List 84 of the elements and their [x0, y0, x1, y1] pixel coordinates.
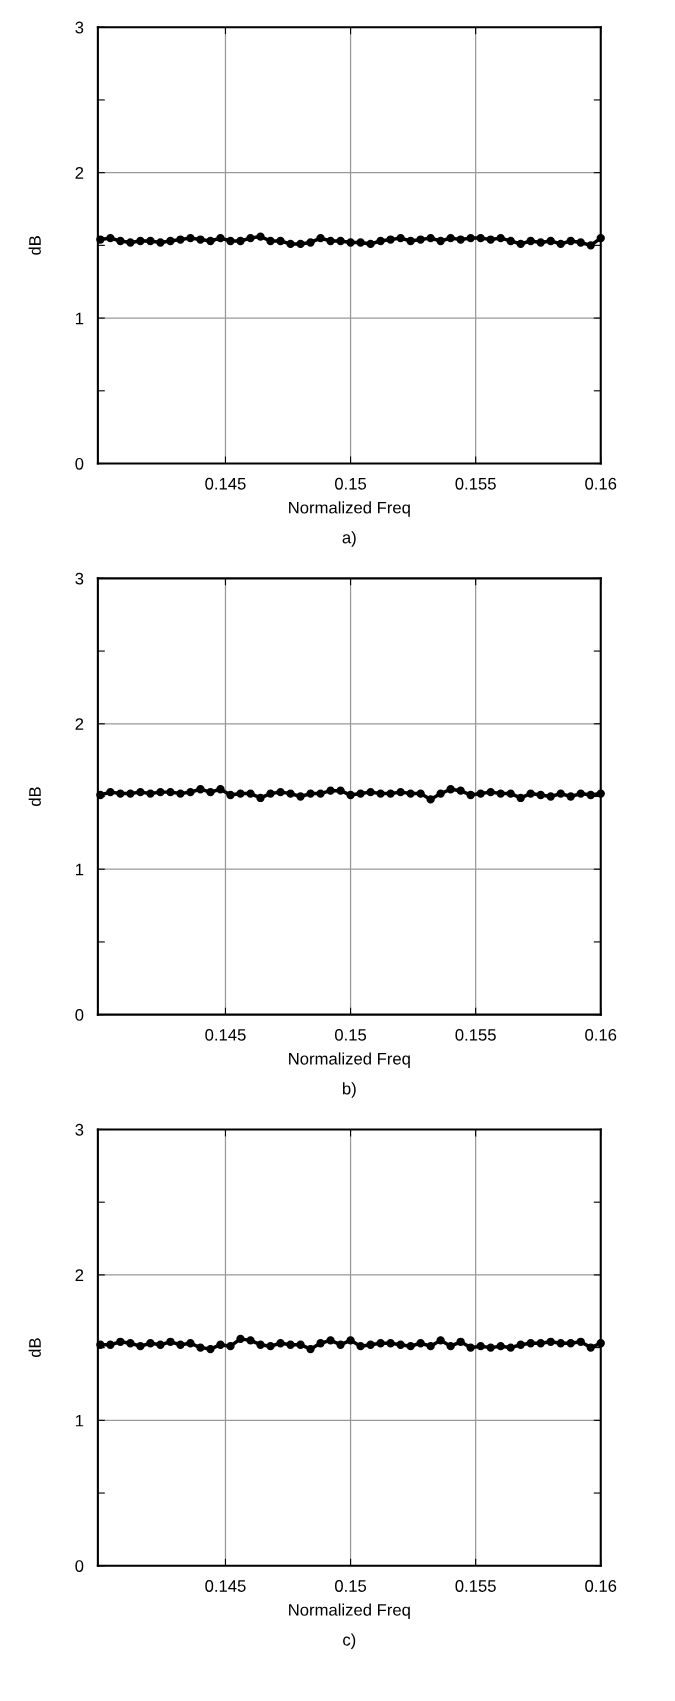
y-tick-label: 3 [75, 1123, 84, 1136]
y-tick-label: 0 [75, 1560, 84, 1572]
point [256, 793, 265, 803]
y-tick-label: 0 [75, 1009, 84, 1021]
point [356, 789, 365, 798]
text: b) [342, 1082, 356, 1098]
point [166, 787, 175, 797]
point [206, 787, 215, 797]
y-axis-title: dB [28, 787, 41, 806]
point [436, 789, 445, 798]
point [506, 789, 515, 798]
point [496, 789, 505, 798]
x-tick-label: 0.145 [205, 477, 246, 490]
point [286, 789, 295, 798]
point [296, 792, 305, 801]
point [416, 789, 425, 798]
point [446, 785, 455, 794]
y-axis-title: dB [28, 236, 41, 255]
x-tick-label: 0.16 [585, 477, 617, 490]
point [146, 789, 155, 798]
y-tick-label: 2 [75, 167, 84, 179]
point [536, 790, 545, 800]
point [386, 789, 395, 798]
point [406, 789, 415, 798]
point [546, 792, 555, 801]
point [476, 789, 485, 798]
x-tick-label: 0.15 [335, 1580, 367, 1592]
point [226, 790, 235, 800]
point [276, 787, 285, 797]
point [516, 793, 525, 803]
point [176, 789, 185, 798]
x-tick-label: 0.16 [585, 1580, 617, 1592]
y-tick-label: 2 [75, 1269, 84, 1281]
y-tick-label: 0 [75, 457, 84, 470]
x-tick-label: 0.15 [335, 477, 367, 490]
text: a) [342, 531, 356, 547]
y-tick-label: 2 [75, 718, 84, 730]
x-tick-label: 0.155 [455, 1028, 496, 1041]
point [196, 785, 205, 794]
point [186, 787, 195, 797]
point [576, 789, 585, 798]
point [326, 786, 335, 795]
point [236, 789, 245, 798]
y-tick-label: 3 [75, 572, 84, 585]
point [426, 795, 435, 804]
point [116, 789, 125, 798]
x-axis-title: Normalized Freq [289, 1052, 410, 1068]
y-tick-label: 3 [75, 21, 84, 34]
x-axis-title: Normalized Freq [289, 1603, 410, 1620]
x-tick-label: 0.155 [455, 477, 496, 490]
x-tick-label: 0.145 [205, 1028, 246, 1041]
point [106, 787, 115, 797]
point [156, 787, 165, 797]
point [346, 790, 355, 800]
point [126, 789, 135, 798]
point [486, 787, 495, 797]
point [376, 789, 385, 798]
y-axis-title: dB [28, 1338, 41, 1358]
point [316, 789, 325, 798]
x-tick-label: 0.145 [205, 1580, 246, 1592]
y-tick-label: 1 [75, 1414, 84, 1427]
point [96, 790, 105, 800]
point [556, 789, 565, 798]
point [336, 786, 345, 795]
point [586, 790, 595, 800]
y-tick-label: 1 [75, 863, 84, 876]
point [396, 787, 405, 797]
x-axis-title: Normalized Freq [289, 501, 410, 517]
text: c) [343, 1633, 356, 1649]
point [566, 792, 575, 801]
point [366, 787, 375, 797]
point [136, 787, 145, 797]
point [456, 786, 465, 795]
point [306, 789, 315, 798]
point [246, 789, 255, 798]
point [266, 789, 275, 798]
x-tick-label: 0.15 [335, 1028, 367, 1041]
point [526, 789, 535, 798]
x-tick-label: 0.155 [455, 1580, 496, 1592]
point [466, 790, 475, 800]
point [596, 789, 605, 798]
y-tick-label: 1 [75, 312, 84, 325]
point [216, 785, 225, 794]
x-tick-label: 0.16 [585, 1028, 617, 1041]
